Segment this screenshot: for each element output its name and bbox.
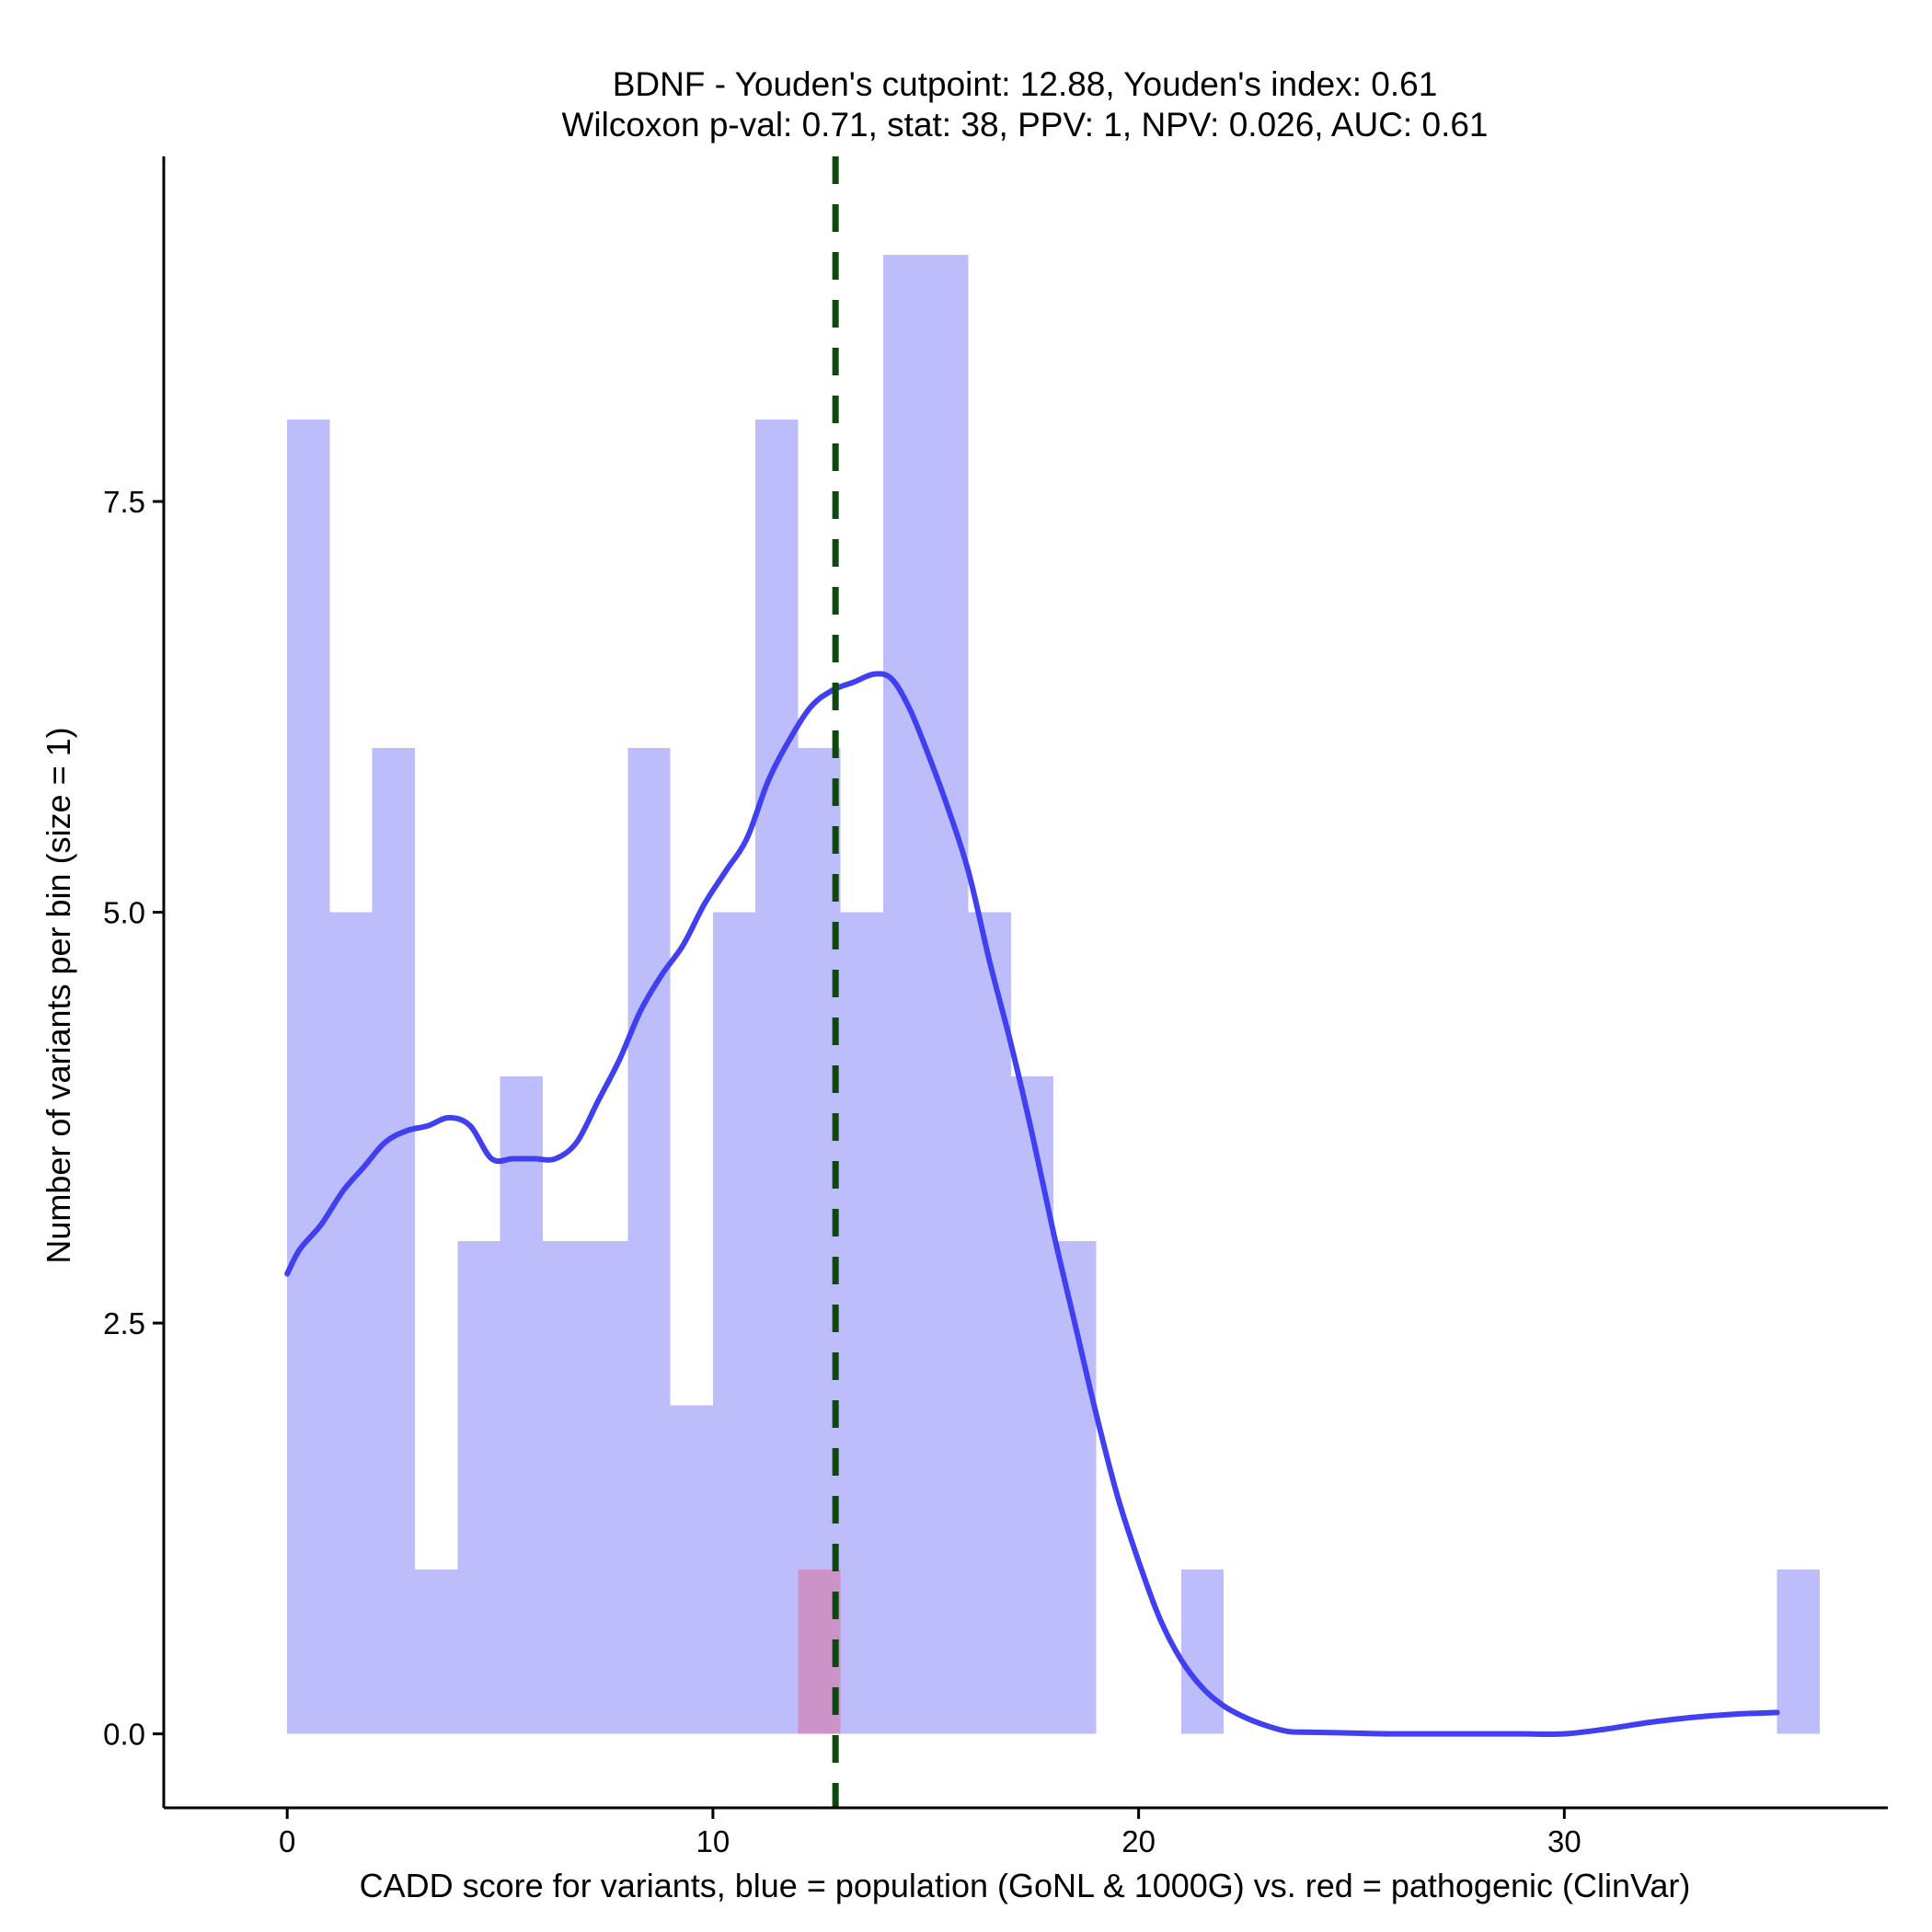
population-bar-3: [415, 1570, 458, 1734]
density-curve: [284, 671, 1780, 1738]
population-bar-7: [585, 1240, 628, 1734]
y-axis-title: Number of variants per bin (size = 1): [40, 727, 77, 1263]
x-tick-label-2: 20: [1121, 1824, 1156, 1858]
population-bar-4: [457, 1240, 500, 1734]
population-bar-5: [500, 1076, 543, 1734]
population-bar-6: [542, 1240, 586, 1734]
population-bar-11: [755, 419, 799, 1734]
chart-title-line1: BDNF - Youden's cutpoint: 12.88, Youden'…: [613, 65, 1438, 103]
density-layer: [284, 671, 1780, 1738]
bars-layer: [287, 255, 1820, 1734]
population-bar-8: [627, 747, 671, 1734]
axes-layer: 0 10 20 30 0.0 2.5 5.0 7.5: [103, 156, 1888, 1858]
x-axis-title: CADD score for variants, blue = populati…: [360, 1867, 1691, 1904]
population-bar-13: [840, 912, 883, 1734]
population-bar-2: [372, 747, 416, 1734]
population-bar-0: [287, 419, 330, 1734]
x-tick-label-1: 10: [696, 1824, 730, 1858]
population-bar-14: [882, 255, 926, 1734]
y-tick-label-3: 7.5: [103, 485, 145, 519]
y-tick-label-0: 0.0: [103, 1718, 145, 1752]
population-bar-15: [926, 255, 969, 1734]
y-tick-label-2: 5.0: [103, 896, 145, 930]
x-tick-label-0: 0: [279, 1824, 295, 1858]
x-tick-label-3: 30: [1547, 1824, 1581, 1858]
population-bar-1: [329, 912, 373, 1734]
population-bar-16: [968, 912, 1011, 1734]
population-bar-21: [1180, 1570, 1225, 1734]
population-bar-35: [1777, 1570, 1820, 1734]
chart-title-line2: Wilcoxon p-val: 0.71, stat: 38, PPV: 1, …: [561, 106, 1488, 144]
y-tick-label-1: 2.5: [103, 1306, 145, 1340]
population-bar-17: [1010, 1076, 1054, 1734]
population-bar-10: [712, 912, 756, 1734]
population-bar-9: [670, 1405, 713, 1734]
